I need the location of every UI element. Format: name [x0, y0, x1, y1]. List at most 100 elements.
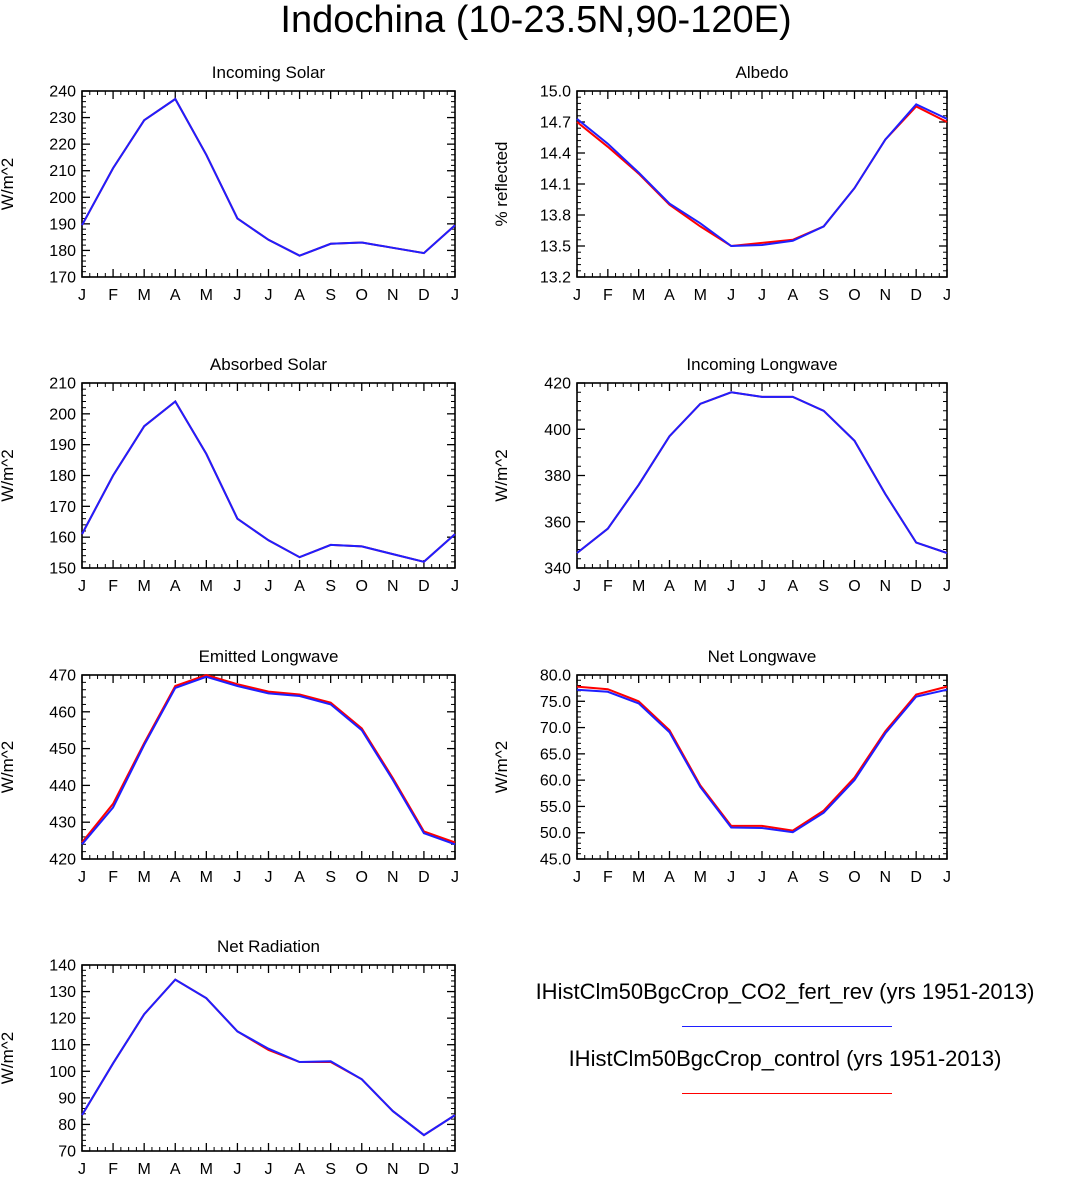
- y-tick-label: 190: [49, 437, 76, 454]
- main-title: Indochina (10-23.5N,90-120E): [280, 0, 792, 41]
- series-line-ihistclm50bgccrop-control-yrs-1951-2013-: [576, 105, 948, 248]
- legend-label-co2-fert-rev: IHistClm50BgcCrop_CO2_fert_rev (yrs 1951…: [535, 979, 1035, 1004]
- legend-line-co2-fert-rev: [682, 1026, 892, 1027]
- x-tick-label: S: [818, 578, 829, 595]
- x-tick-label: M: [632, 578, 645, 595]
- y-axis-label: W/m^2: [0, 158, 17, 210]
- panel-title: Emitted Longwave: [199, 647, 339, 666]
- x-tick-label: J: [727, 869, 735, 886]
- x-tick-label: O: [848, 287, 860, 304]
- x-tick-label: D: [910, 869, 922, 886]
- x-tick-label: D: [418, 1161, 430, 1178]
- x-tick-label: S: [325, 578, 336, 595]
- y-tick-label: 160: [49, 530, 76, 547]
- x-tick-label: O: [356, 869, 368, 886]
- x-tick-label: A: [170, 578, 181, 595]
- x-tick-label: D: [418, 287, 430, 304]
- y-tick-label: 230: [49, 110, 76, 127]
- x-tick-label: J: [758, 578, 766, 595]
- x-tick-label: M: [694, 578, 707, 595]
- y-tick-label: 190: [49, 216, 76, 233]
- y-tick-label: 140: [49, 958, 76, 975]
- y-tick-label: 440: [49, 778, 76, 795]
- x-tick-label: F: [108, 578, 118, 595]
- x-tick-label: J: [78, 869, 86, 886]
- x-tick-label: D: [910, 287, 922, 304]
- x-tick-label: M: [200, 287, 213, 304]
- x-tick-label: J: [573, 578, 581, 595]
- x-tick-label: S: [818, 287, 829, 304]
- y-tick-label: 470: [49, 668, 76, 685]
- y-tick-label: 220: [49, 137, 76, 154]
- x-tick-label: N: [387, 287, 399, 304]
- x-tick-label: J: [573, 869, 581, 886]
- series-line-ihistclm50bgccrop-co2-fert-rev-yrs-1951-2013-: [81, 675, 456, 846]
- x-tick-label: F: [108, 869, 118, 886]
- y-tick-label: 14.7: [540, 115, 571, 132]
- x-tick-label: J: [233, 1161, 241, 1178]
- x-tick-label: M: [138, 869, 151, 886]
- y-tick-label: 80: [58, 1117, 76, 1134]
- y-tick-label: 80.0: [540, 668, 571, 685]
- y-axis-label: % reflected: [492, 141, 511, 226]
- y-tick-label: 100: [49, 1064, 76, 1081]
- x-tick-label: A: [170, 1161, 181, 1178]
- y-tick-label: 45.0: [540, 852, 571, 869]
- y-tick-label: 110: [50, 1037, 76, 1054]
- plot-frame: [81, 964, 456, 1152]
- series-line-ihistclm50bgccrop-control-yrs-1951-2013-: [81, 97, 456, 257]
- y-tick-label: 210: [49, 163, 76, 180]
- x-tick-label: M: [632, 287, 645, 304]
- y-tick-label: 340: [544, 561, 571, 578]
- x-tick-label: J: [265, 578, 273, 595]
- x-tick-label: J: [573, 287, 581, 304]
- y-axis-label: W/m^2: [0, 741, 17, 793]
- x-tick-label: J: [265, 287, 273, 304]
- x-tick-label: A: [294, 869, 305, 886]
- x-tick-label: A: [787, 869, 798, 886]
- y-tick-label: 14.1: [540, 177, 571, 194]
- y-tick-label: 170: [49, 499, 76, 516]
- y-tick-label: 420: [49, 852, 76, 869]
- y-tick-label: 200: [49, 406, 76, 423]
- x-tick-label: S: [818, 869, 829, 886]
- y-tick-label: 15.0: [540, 84, 571, 101]
- panel-title: Incoming Longwave: [686, 355, 837, 374]
- y-tick-label: 13.8: [540, 208, 571, 225]
- legend-line-control: [682, 1093, 892, 1094]
- y-tick-label: 70: [58, 1144, 76, 1161]
- x-tick-label: J: [943, 287, 951, 304]
- x-tick-label: A: [294, 287, 305, 304]
- x-tick-label: S: [325, 869, 336, 886]
- x-tick-label: A: [294, 1161, 305, 1178]
- panel-title: Albedo: [736, 63, 789, 82]
- x-tick-label: J: [451, 1161, 459, 1178]
- x-tick-label: A: [294, 578, 305, 595]
- y-tick-label: 360: [544, 514, 571, 531]
- x-tick-label: J: [758, 287, 766, 304]
- y-tick-label: 170: [49, 270, 76, 287]
- x-tick-label: O: [356, 1161, 368, 1178]
- x-tick-label: F: [603, 287, 613, 304]
- x-tick-label: F: [108, 287, 118, 304]
- x-tick-label: J: [233, 287, 241, 304]
- y-tick-label: 130: [49, 984, 76, 1001]
- x-tick-label: S: [325, 1161, 336, 1178]
- y-tick-label: 75.0: [540, 694, 571, 711]
- x-tick-label: O: [848, 578, 860, 595]
- x-tick-label: A: [170, 287, 181, 304]
- x-tick-label: J: [78, 287, 86, 304]
- y-tick-label: 380: [544, 468, 571, 485]
- y-tick-label: 50.0: [540, 825, 571, 842]
- series-line-ihistclm50bgccrop-co2-fert-rev-yrs-1951-2013-: [81, 97, 456, 257]
- x-tick-label: M: [138, 287, 151, 304]
- x-tick-label: A: [664, 869, 675, 886]
- x-tick-label: M: [200, 869, 213, 886]
- x-tick-label: N: [880, 287, 892, 304]
- y-axis-label: W/m^2: [492, 449, 511, 501]
- y-tick-label: 65.0: [540, 746, 571, 763]
